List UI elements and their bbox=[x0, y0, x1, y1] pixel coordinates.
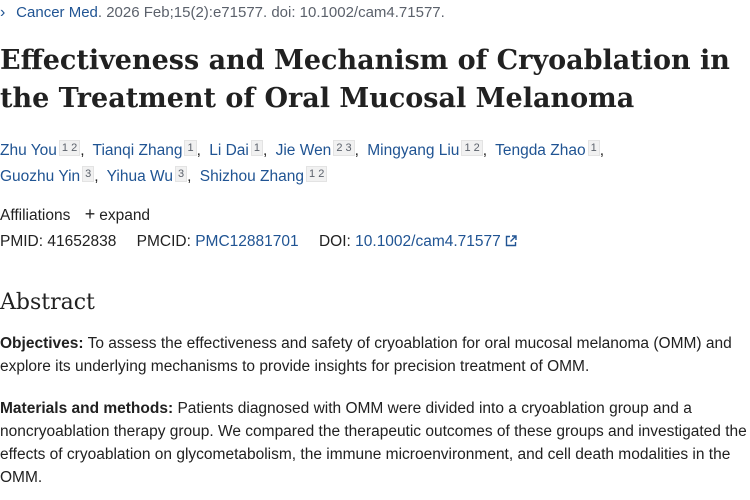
chevron-right-icon[interactable]: › bbox=[0, 4, 6, 21]
author-link[interactable]: Yihua Wu bbox=[106, 168, 173, 185]
affiliation-marker[interactable]: 1 bbox=[250, 140, 263, 156]
author-link[interactable]: Li Dai bbox=[209, 142, 249, 159]
author-link[interactable]: Jie Wen bbox=[275, 142, 332, 159]
author-item: Tianqi Zhang 1, bbox=[92, 140, 201, 159]
author-item: Zhu You 1 2, bbox=[0, 140, 85, 159]
section-label: Objectives: bbox=[0, 335, 84, 352]
citation-details: . 2026 Feb;15(2):e71577. doi: 10.1002/ca… bbox=[97, 4, 445, 21]
author-link[interactable]: Shizhou Zhang bbox=[199, 168, 305, 185]
author-link[interactable]: Mingyang Liu bbox=[367, 142, 460, 159]
pmid-label: PMID: bbox=[0, 233, 44, 250]
citation-line: › Cancer Med. 2026 Feb;15(2):e71577. doi… bbox=[0, 4, 445, 22]
doi-link[interactable]: 10.1002/cam4.71577 bbox=[355, 233, 517, 250]
author-item: Mingyang Liu 1 2, bbox=[367, 140, 488, 159]
section-text: To assess the effectiveness and safety o… bbox=[0, 335, 732, 375]
article-title: Effectiveness and Mechanism of Cryoablat… bbox=[0, 45, 730, 114]
author-link[interactable]: Guozhu Yin bbox=[0, 168, 81, 185]
doi-value[interactable]: 10.1002/cam4.71577 bbox=[355, 233, 501, 250]
author-link[interactable]: Zhu You bbox=[0, 142, 57, 159]
affiliation-marker[interactable]: 1 bbox=[184, 140, 197, 156]
pmcid-label: PMCID: bbox=[136, 233, 191, 250]
author-link[interactable]: Tengda Zhao bbox=[495, 142, 586, 159]
author-item: Guozhu Yin 3, bbox=[0, 166, 99, 185]
journal-link[interactable]: Cancer Med bbox=[16, 4, 98, 21]
author-item: Li Dai 1, bbox=[209, 140, 268, 159]
affiliations-row: Affiliations + expand bbox=[0, 204, 150, 225]
affiliation-marker[interactable]: 1 2 bbox=[58, 140, 81, 156]
doi-label: DOI: bbox=[318, 233, 351, 250]
section-label: Materials and methods: bbox=[0, 400, 174, 417]
affiliation-marker[interactable]: 3 bbox=[174, 166, 188, 182]
identifiers-row: PMID: 41652838 PMCID: PMC12881701 DOI: 1… bbox=[0, 233, 517, 252]
author-item: Tengda Zhao 1, bbox=[495, 140, 605, 159]
expand-toggle[interactable]: expand bbox=[99, 207, 151, 224]
author-link[interactable]: Tianqi Zhang bbox=[92, 142, 183, 159]
pmcid-link[interactable]: PMC12881701 bbox=[195, 233, 299, 250]
affiliation-marker[interactable]: 1 bbox=[587, 140, 600, 156]
pmid-value: 41652838 bbox=[47, 233, 117, 250]
section-text: Patients diagnosed with OMM were divided… bbox=[0, 400, 747, 486]
author-list: Zhu You 1 2, Tianqi Zhang 1, Li Dai 1, Jie … bbox=[0, 138, 748, 190]
affiliation-marker[interactable]: 3 bbox=[82, 166, 95, 182]
affiliation-marker[interactable]: 2 3 bbox=[333, 140, 355, 156]
affiliation-marker[interactable]: 1 2 bbox=[306, 166, 328, 182]
affiliations-label: Affiliations bbox=[0, 207, 71, 224]
abstract-heading: Abstract bbox=[0, 290, 95, 315]
external-link-icon[interactable] bbox=[505, 234, 517, 252]
author-item: Jie Wen 2 3, bbox=[275, 140, 359, 159]
abstract-objectives: Objectives: To assess the effectiveness … bbox=[0, 332, 748, 378]
plus-icon[interactable]: + bbox=[84, 204, 96, 224]
author-item: Yihua Wu 3, bbox=[106, 166, 192, 185]
affiliation-marker[interactable]: 1 2 bbox=[461, 140, 483, 156]
abstract-methods: Materials and methods: Patients diagnose… bbox=[0, 397, 748, 489]
author-item: Shizhou Zhang 1 2 bbox=[199, 166, 328, 185]
